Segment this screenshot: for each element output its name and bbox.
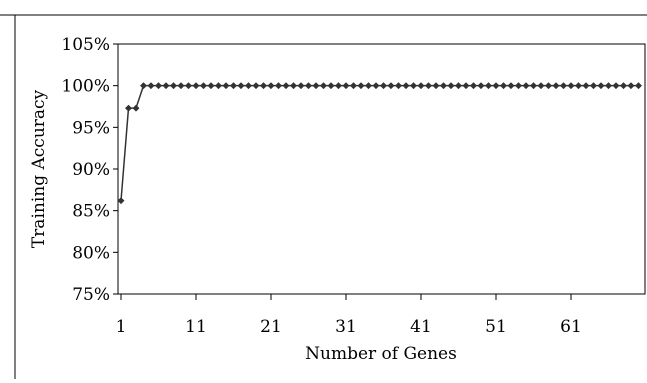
data-point-marker — [319, 82, 328, 90]
data-point-marker — [627, 82, 635, 90]
data-point-marker — [469, 82, 478, 90]
data-point-marker — [552, 82, 560, 90]
data-point-marker — [537, 82, 545, 90]
data-point-marker — [297, 82, 305, 90]
data-point-marker — [139, 82, 148, 90]
y-tick-label: 90% — [72, 160, 110, 180]
data-point-marker — [559, 82, 568, 90]
data-point-marker — [207, 82, 215, 90]
data-point-marker — [612, 82, 620, 90]
data-point-marker — [372, 82, 380, 90]
data-point-marker — [529, 82, 538, 90]
data-point-marker — [289, 82, 298, 90]
data-point-marker — [229, 82, 238, 90]
data-point-marker — [522, 82, 530, 90]
data-point-marker — [282, 82, 290, 90]
data-point-marker — [409, 82, 418, 90]
data-point-marker — [169, 82, 178, 90]
data-point-marker — [604, 82, 613, 90]
data-point-marker — [417, 82, 425, 90]
data-point-marker — [199, 82, 208, 90]
data-point-marker — [597, 82, 605, 90]
data-point-marker — [589, 82, 598, 90]
y-axis-ticks: 75% 80% 85% 90% 95% 100% 105% — [61, 35, 118, 305]
data-point-marker — [304, 82, 313, 90]
data-point-marker — [222, 82, 230, 90]
data-point-marker — [177, 82, 185, 90]
y-tick-label: 105% — [61, 35, 110, 55]
data-point-marker — [484, 82, 493, 90]
data-point-marker — [574, 82, 583, 90]
y-tick-label: 100% — [61, 77, 110, 97]
data-point-marker — [424, 82, 433, 90]
data-point-marker — [619, 82, 628, 90]
data-point-marker — [544, 82, 553, 90]
series-layer — [117, 82, 643, 205]
data-point-marker — [312, 82, 320, 90]
data-point-marker — [439, 82, 448, 90]
data-point-marker — [582, 82, 590, 90]
data-point-marker — [154, 82, 163, 90]
data-point-marker — [132, 104, 140, 112]
data-point-marker — [342, 82, 350, 90]
y-tick-label: 75% — [72, 285, 110, 305]
data-point-marker — [267, 82, 275, 90]
data-point-marker — [402, 82, 410, 90]
data-point-marker — [387, 82, 395, 90]
data-point-marker — [462, 82, 470, 90]
data-point-marker — [124, 104, 133, 112]
x-tick-label: 11 — [185, 317, 207, 337]
data-point-marker — [214, 82, 223, 90]
data-point-marker — [477, 82, 485, 90]
data-point-marker — [507, 82, 515, 90]
data-point-marker — [634, 82, 643, 90]
data-point-marker — [454, 82, 463, 90]
x-tick-label: 51 — [485, 317, 507, 337]
plot-area — [117, 43, 646, 295]
x-axis-ticks: 1 11 21 31 41 51 61 — [116, 294, 582, 337]
x-tick-label: 61 — [560, 317, 582, 337]
y-tick-label: 85% — [72, 202, 110, 222]
x-axis-label: Number of Genes — [305, 344, 457, 364]
y-tick-label: 95% — [72, 118, 110, 138]
data-point-marker — [184, 82, 193, 90]
y-tick-label: 80% — [72, 243, 110, 263]
series-line — [120, 84, 639, 201]
data-point-marker — [349, 82, 358, 90]
data-point-marker — [567, 82, 575, 90]
data-point-marker — [192, 82, 200, 90]
data-point-marker — [237, 82, 245, 90]
x-tick-label: 1 — [116, 317, 127, 337]
x-tick-label: 41 — [410, 317, 432, 337]
x-tick-label: 31 — [335, 317, 357, 337]
data-point-marker — [432, 82, 440, 90]
data-point-marker — [364, 82, 373, 90]
data-point-marker — [499, 82, 508, 90]
data-point-marker — [514, 82, 523, 90]
data-point-marker — [117, 197, 125, 205]
data-point-marker — [244, 82, 253, 90]
data-point-marker — [379, 82, 388, 90]
data-point-marker — [447, 82, 455, 90]
x-tick-label: 21 — [260, 317, 282, 337]
data-point-marker — [252, 82, 260, 90]
data-point-marker — [357, 82, 365, 90]
data-point-marker — [274, 82, 283, 90]
data-point-marker — [492, 82, 500, 90]
data-point-marker — [147, 82, 155, 90]
data-point-marker — [259, 82, 268, 90]
data-point-marker — [334, 82, 343, 90]
data-point-marker — [162, 82, 170, 90]
data-point-marker — [394, 82, 403, 90]
y-axis-label: Training Accuracy — [29, 89, 49, 248]
data-point-marker — [327, 82, 335, 90]
